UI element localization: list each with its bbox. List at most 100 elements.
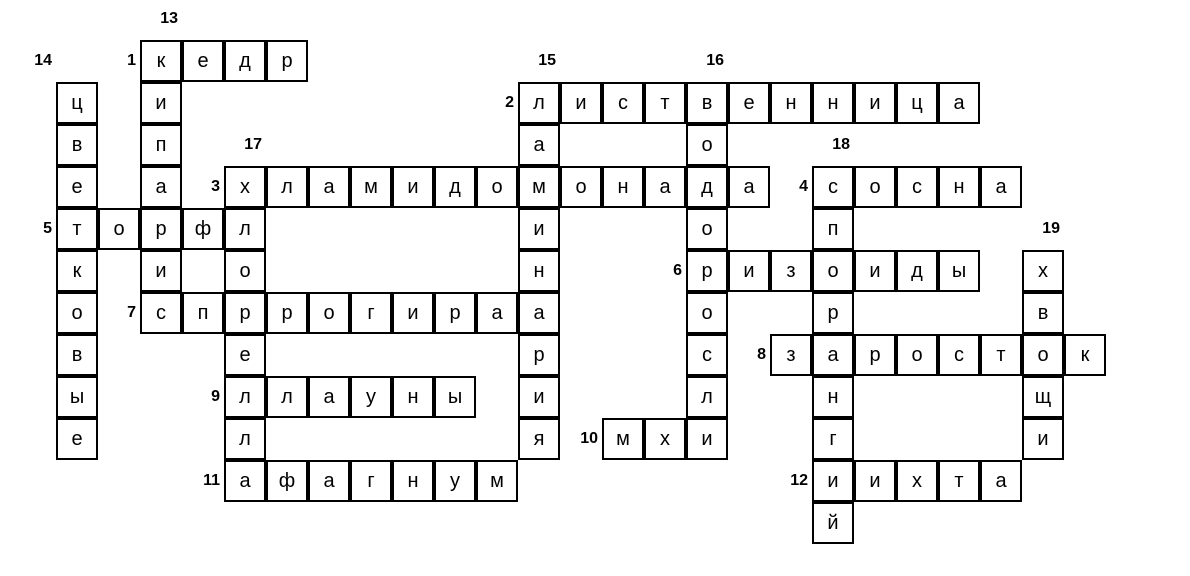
crossword-cell: г bbox=[812, 418, 854, 460]
crossword-cell: д bbox=[686, 166, 728, 208]
crossword-cell: в bbox=[1022, 292, 1064, 334]
crossword-cell: з bbox=[770, 250, 812, 292]
crossword-cell: и bbox=[728, 250, 770, 292]
crossword-cell: ф bbox=[182, 208, 224, 250]
clue-number-11: 11 bbox=[186, 472, 220, 490]
crossword-cell: а bbox=[308, 376, 350, 418]
crossword-cell: у bbox=[434, 460, 476, 502]
crossword-cell: о bbox=[686, 124, 728, 166]
crossword-cell: х bbox=[644, 418, 686, 460]
crossword-cell: е bbox=[224, 334, 266, 376]
crossword-cell: и bbox=[854, 460, 896, 502]
crossword-cell: ц bbox=[56, 82, 98, 124]
crossword-cell: т bbox=[644, 82, 686, 124]
crossword-cell: р bbox=[224, 292, 266, 334]
clue-number-7: 7 bbox=[102, 304, 136, 322]
crossword-cell: р bbox=[686, 250, 728, 292]
crossword-cell: г bbox=[350, 460, 392, 502]
crossword-cell: о bbox=[560, 166, 602, 208]
crossword-cell: л bbox=[224, 208, 266, 250]
clue-number-19: 19 bbox=[1026, 220, 1060, 238]
crossword-grid: кедрлиственницахламидомонадасоснаторфриз… bbox=[0, 0, 1190, 576]
crossword-cell: о bbox=[56, 292, 98, 334]
crossword-cell: л bbox=[686, 376, 728, 418]
crossword-cell: н bbox=[392, 460, 434, 502]
crossword-cell: в bbox=[686, 82, 728, 124]
crossword-cell: о bbox=[224, 250, 266, 292]
crossword-cell: ц bbox=[896, 82, 938, 124]
crossword-cell: р bbox=[518, 334, 560, 376]
clue-number-18: 18 bbox=[816, 136, 850, 154]
crossword-cell: н bbox=[938, 166, 980, 208]
crossword-cell: е bbox=[56, 418, 98, 460]
crossword-cell: р bbox=[266, 292, 308, 334]
crossword-cell: с bbox=[938, 334, 980, 376]
clue-number-4: 4 bbox=[774, 178, 808, 196]
crossword-cell: м bbox=[350, 166, 392, 208]
crossword-cell: х bbox=[224, 166, 266, 208]
crossword-cell: г bbox=[350, 292, 392, 334]
crossword-cell: к bbox=[140, 40, 182, 82]
crossword-cell: с bbox=[812, 166, 854, 208]
crossword-cell: м bbox=[602, 418, 644, 460]
crossword-cell: а bbox=[224, 460, 266, 502]
crossword-cell: р bbox=[854, 334, 896, 376]
crossword-cell: т bbox=[980, 334, 1022, 376]
crossword-cell: м bbox=[518, 166, 560, 208]
crossword-cell: з bbox=[770, 334, 812, 376]
crossword-cell: н bbox=[392, 376, 434, 418]
crossword-cell: с bbox=[140, 292, 182, 334]
crossword-cell: а bbox=[644, 166, 686, 208]
clue-number-9: 9 bbox=[186, 388, 220, 406]
crossword-cell: а bbox=[308, 166, 350, 208]
clue-number-2: 2 bbox=[480, 94, 514, 112]
crossword-cell: о bbox=[308, 292, 350, 334]
crossword-cell: е bbox=[56, 166, 98, 208]
crossword-cell: а bbox=[140, 166, 182, 208]
clue-number-17: 17 bbox=[228, 136, 262, 154]
crossword-cell: о bbox=[686, 292, 728, 334]
crossword-cell: л bbox=[224, 376, 266, 418]
clue-number-16: 16 bbox=[690, 52, 724, 70]
crossword-cell: п bbox=[140, 124, 182, 166]
crossword-cell: р bbox=[266, 40, 308, 82]
crossword-cell: ы bbox=[938, 250, 980, 292]
crossword-cell: ф bbox=[266, 460, 308, 502]
crossword-cell: а bbox=[812, 334, 854, 376]
crossword-cell: а bbox=[518, 124, 560, 166]
crossword-cell: а bbox=[980, 460, 1022, 502]
crossword-cell: и bbox=[1022, 418, 1064, 460]
crossword-cell: и bbox=[686, 418, 728, 460]
crossword-cell: и bbox=[140, 82, 182, 124]
crossword-cell: а bbox=[938, 82, 980, 124]
clue-number-1: 1 bbox=[102, 52, 136, 70]
crossword-cell: в bbox=[56, 124, 98, 166]
crossword-cell: с bbox=[686, 334, 728, 376]
crossword-cell: ы bbox=[434, 376, 476, 418]
crossword-cell: и bbox=[140, 250, 182, 292]
crossword-cell: н bbox=[602, 166, 644, 208]
crossword-cell: д bbox=[224, 40, 266, 82]
crossword-cell: ы bbox=[56, 376, 98, 418]
crossword-cell: н bbox=[518, 250, 560, 292]
crossword-cell: и bbox=[854, 82, 896, 124]
crossword-cell: т bbox=[938, 460, 980, 502]
crossword-cell: к bbox=[1064, 334, 1106, 376]
crossword-cell: й bbox=[812, 502, 854, 544]
crossword-cell: о bbox=[1022, 334, 1064, 376]
clue-number-8: 8 bbox=[732, 346, 766, 364]
crossword-cell: а bbox=[728, 166, 770, 208]
clue-number-15: 15 bbox=[522, 52, 556, 70]
crossword-cell: о bbox=[854, 166, 896, 208]
clue-number-14: 14 bbox=[18, 52, 52, 70]
crossword-cell: н bbox=[770, 82, 812, 124]
crossword-cell: и bbox=[392, 292, 434, 334]
crossword-cell: а bbox=[476, 292, 518, 334]
crossword-cell: д bbox=[896, 250, 938, 292]
crossword-cell: о bbox=[686, 208, 728, 250]
crossword-cell: х bbox=[1022, 250, 1064, 292]
crossword-cell: и bbox=[518, 208, 560, 250]
crossword-cell: а bbox=[518, 292, 560, 334]
crossword-cell: д bbox=[434, 166, 476, 208]
crossword-cell: е bbox=[182, 40, 224, 82]
